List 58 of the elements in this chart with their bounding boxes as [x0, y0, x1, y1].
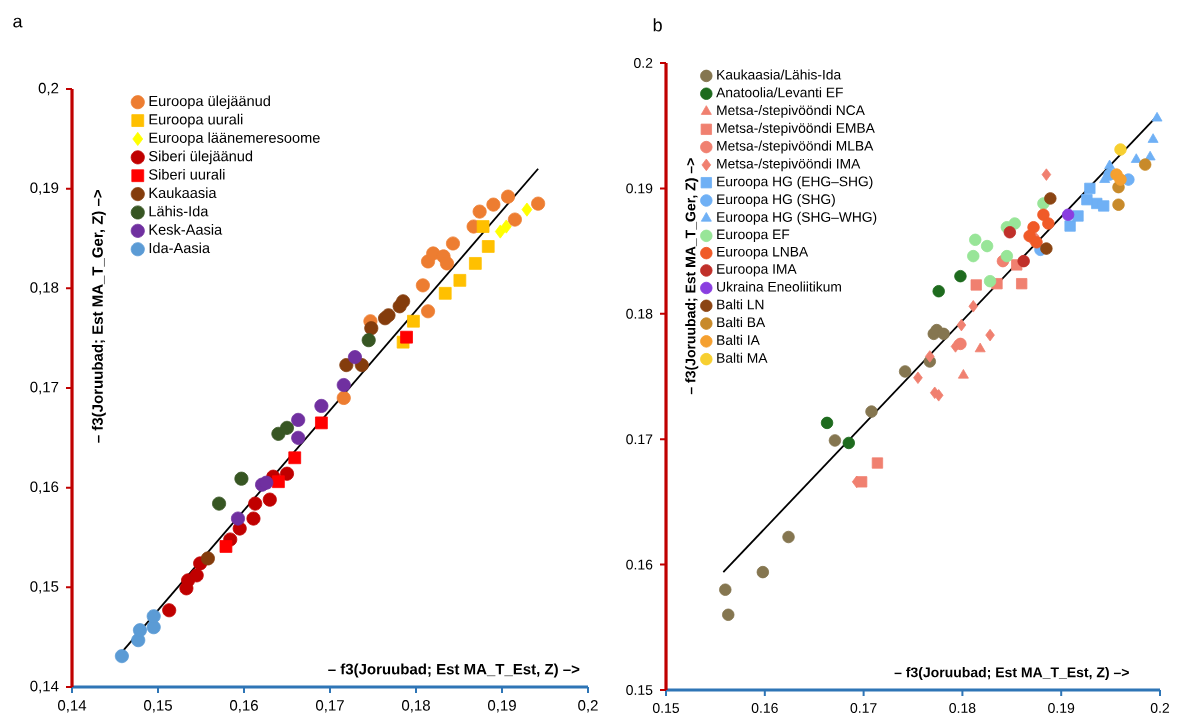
y-tick-label: 0.16 — [626, 559, 653, 570]
legend-label: Kesk-Aasia — [149, 224, 223, 235]
x-tick-label: 0,2 — [578, 700, 598, 713]
y-axis-title: – f3(Joruubad; Est MA_T_Ger, Z) –> — [685, 158, 699, 395]
y-tick-label: 0,14 — [30, 680, 59, 694]
y-tick-label: 0.17 — [626, 434, 653, 445]
legend-label: Ida-Aasia — [149, 242, 211, 254]
y-axis-title: – f3(Joruubad; Est MA_T_Ger, Z) –> — [91, 189, 106, 443]
y-tick-label: 0.18 — [626, 308, 653, 319]
y-tick-label: 0,16 — [30, 481, 59, 494]
y-tick-label: 0.15 — [626, 685, 653, 695]
legend-label: Euroopa EF — [717, 229, 790, 242]
legend-label: Ukraina Eneoliitikum — [717, 281, 841, 292]
legend-label: Euroopa IMA — [717, 264, 797, 277]
legend-label: Siberi uurali — [149, 168, 225, 180]
legend-label: Metsa-/stepivööndi NCA — [717, 104, 865, 118]
legend-label: Anatoolia/Levanti EF — [716, 87, 843, 98]
x-axis-title: – f3(Joruubad; Est MA_T_Est, Z) –> — [328, 663, 580, 678]
legend-label: Kaukaasia/Lähis-Ida — [717, 69, 842, 80]
legend-label: Balti BA — [717, 317, 766, 328]
x-tick-label: 0,18 — [402, 700, 430, 713]
legend-label: Balti MA — [717, 352, 768, 363]
x-tick-label: 0,16 — [230, 700, 258, 713]
y-tick-label: 0.2 — [634, 58, 653, 68]
y-tick-label: 0,18 — [30, 282, 59, 295]
legend-label: Euroopa LNBA — [717, 246, 809, 260]
legend-label: Balti IA — [717, 334, 760, 345]
y-tick-label: 0,19 — [30, 182, 59, 195]
chart-title: b — [653, 18, 662, 32]
x-tick-label: 0,15 — [144, 700, 172, 713]
x-tick-label: 0.17 — [850, 703, 877, 713]
x-tick-label: 0,17 — [316, 700, 344, 713]
x-tick-label: 0.18 — [949, 703, 976, 713]
x-tick-label: 0,14 — [58, 700, 87, 713]
legend-label: Euroopa uurali — [149, 113, 243, 128]
legend-label: Metsa-/stepivööndi IMA — [717, 158, 861, 172]
x-tick-label: 0.2 — [1150, 703, 1170, 713]
legend-label: Euroopa HG (SHG) — [717, 193, 835, 207]
x-tick-label: 0.15 — [652, 703, 680, 713]
legend-label: Balti LN — [717, 299, 764, 310]
chart-title: a — [13, 17, 23, 28]
y-tick-label: 0,17 — [30, 381, 59, 395]
x-tick-label: 0.16 — [751, 703, 778, 713]
legend-label: Euroopa ülejäänud — [149, 95, 270, 109]
legend-label: Euroopa HG (SHG–WHG) — [717, 211, 877, 225]
legend-label: Euroopa läänemeresoome — [149, 132, 320, 146]
y-tick-label: 0.19 — [626, 183, 653, 194]
y-tick-label: 0,2 — [38, 82, 59, 96]
legend-label: Kaukaasia — [149, 187, 217, 199]
x-tick-label: 0,19 — [488, 700, 516, 713]
legend-label: Lähis-Ida — [149, 205, 209, 217]
x-tick-label: 0.19 — [1048, 703, 1075, 713]
legend-label: Siberi ülejäänud — [149, 150, 253, 165]
y-tick-label: 0,15 — [30, 581, 59, 594]
legend-label: Metsa-/stepivööndi EMBA — [717, 122, 875, 136]
legend-label: Metsa-/stepivööndi MLBA — [717, 140, 874, 154]
x-axis-title: – f3(Joruubad; Est MA_T_Est, Z) –> — [894, 667, 1129, 681]
legend-label: Euroopa HG (EHG–SHG) — [717, 176, 873, 190]
